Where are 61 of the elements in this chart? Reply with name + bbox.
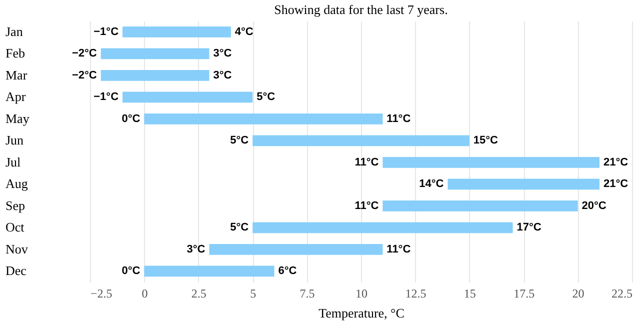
y-tick-label: Dec	[6, 263, 27, 278]
annotation: 11°C	[386, 112, 411, 125]
annotation: −1°C	[94, 91, 119, 104]
y-tick-label: Mar	[6, 67, 28, 82]
x-tick-label: 12.5	[405, 286, 426, 300]
annotation: 3°C	[213, 48, 232, 60]
bar	[100, 48, 210, 60]
bar	[382, 156, 600, 168]
x-tick-label: 0	[142, 286, 148, 300]
annotation: 21°C	[603, 156, 628, 168]
annotation: −1°C	[94, 26, 119, 38]
annotation: 15°C	[473, 134, 498, 147]
y-tick-label: Oct	[6, 220, 25, 235]
annotation: 6°C	[278, 265, 297, 278]
y-tick-label: Jul	[6, 154, 22, 170]
x-tick-label: 2.5	[191, 286, 206, 300]
y-tick-label: Feb	[6, 46, 25, 61]
annotation: 14°C	[419, 178, 444, 190]
annotation: 20°C	[582, 200, 606, 212]
annotation: 0°C	[122, 265, 140, 278]
annotation: 0°C	[122, 112, 140, 125]
y-tick-label: Jun	[6, 132, 24, 148]
annotation: −2°C	[72, 69, 97, 82]
bar	[144, 266, 274, 277]
annotation: 5°C	[230, 222, 249, 234]
bar	[100, 70, 210, 81]
annotation: 3°C	[186, 243, 206, 256]
y-tick-label: Nov	[6, 241, 28, 256]
bar	[144, 113, 383, 124]
bar	[209, 244, 383, 255]
bar	[252, 135, 470, 146]
annotation: 5°C	[230, 134, 249, 147]
x-tick-label: 10	[356, 286, 368, 300]
bar	[448, 178, 600, 190]
x-tick-label: −2.5	[90, 286, 112, 300]
bar	[122, 92, 253, 103]
x-tick-label: 20	[572, 286, 584, 300]
x-axis-title: Temperature, °C	[318, 306, 404, 320]
annotation: 5°C	[256, 91, 276, 104]
annotation: 11°C	[386, 243, 411, 256]
x-tick-label: 15	[464, 286, 476, 300]
x-tick-label: 22.5	[612, 286, 632, 300]
y-tick-label: Sep	[6, 198, 25, 213]
y-tick-label: Apr	[6, 89, 26, 104]
x-tick-label: 5	[250, 286, 256, 300]
bar	[252, 222, 513, 234]
bar	[382, 200, 578, 212]
annotation: 11°C	[354, 200, 379, 212]
bar	[122, 26, 231, 38]
annotation: −2°C	[72, 48, 97, 60]
annotation: 11°C	[354, 156, 379, 168]
x-tick-label: 17.5	[514, 286, 535, 300]
annotation: 4°C	[234, 26, 254, 38]
y-tick-label: Aug	[6, 176, 28, 192]
x-tick-label: 7.5	[300, 286, 315, 300]
annotation: 21°C	[603, 178, 628, 190]
annotation: 17°C	[516, 222, 542, 234]
y-tick-label: May	[6, 110, 30, 126]
chart-title: Showing data for the last 7 years.	[274, 2, 448, 17]
annotation: 3°C	[213, 69, 232, 82]
y-tick-label: Jan	[6, 24, 24, 39]
